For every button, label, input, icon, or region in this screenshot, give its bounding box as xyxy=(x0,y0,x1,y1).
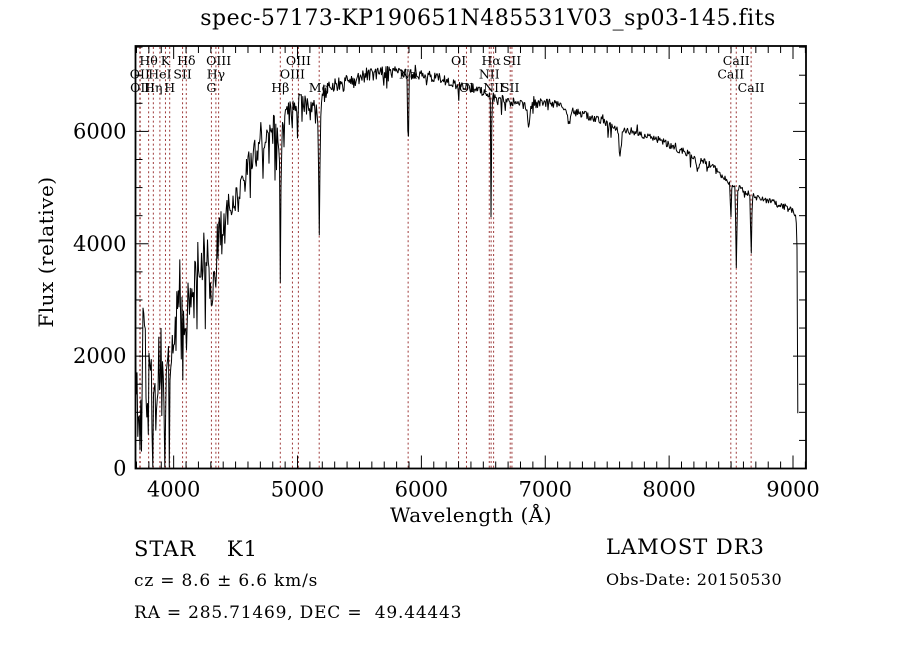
spectral-line-label: OIII xyxy=(280,67,305,82)
object-class-label: STAR K1 xyxy=(134,537,258,561)
spectral-line-label: K xyxy=(161,53,171,68)
y-axis-title: Flux (relative) xyxy=(34,176,58,328)
spectral-line-label: CaII xyxy=(723,53,750,68)
spectral-line-label: NII xyxy=(483,80,504,95)
spectral-line-label: Hβ xyxy=(271,80,289,95)
radial-velocity-label: cz = 8.6 ± 6.6 km/s xyxy=(134,571,319,591)
x-tick-label: 4000 xyxy=(147,478,200,502)
plot-title: spec-57173-KP190651N485531V03_sp03-145.f… xyxy=(200,6,776,31)
spectral-line-label: SII xyxy=(501,80,520,95)
spectral-line-label: OI xyxy=(451,53,466,68)
x-tick-label: 6000 xyxy=(395,478,448,502)
spectral-line-label: G xyxy=(206,80,216,95)
spectral-line-label: Hθ xyxy=(139,53,157,68)
coordinates-label: RA = 285.71469, DEC = 49.44443 xyxy=(134,603,463,623)
spectral-line-label: HeI xyxy=(148,67,171,82)
spectral-line-label: H xyxy=(164,80,175,95)
spectral-line-label: OIII xyxy=(206,53,231,68)
spectral-line-label: Hα xyxy=(481,53,501,68)
x-tick-label: 5000 xyxy=(271,478,324,502)
plot-frame xyxy=(134,45,807,470)
obs-date-label: Obs-Date: 20150530 xyxy=(606,570,783,589)
spectral-line-label: CaII xyxy=(717,67,744,82)
y-tick-label: 0 xyxy=(113,457,126,481)
y-tick-label: 6000 xyxy=(73,119,126,143)
spectral-line-label: SII xyxy=(173,67,192,82)
spectral-line-label: Hδ xyxy=(177,53,195,68)
spectral-line-label: OIII xyxy=(286,53,311,68)
spectral-line-label: NII xyxy=(479,67,500,82)
spectral-line-label: Hγ xyxy=(207,67,225,82)
y-tick-label: 2000 xyxy=(73,344,126,368)
spectrum-trace xyxy=(135,64,799,468)
y-tick-label: 4000 xyxy=(73,232,126,256)
spectral-line-label: SII xyxy=(503,53,522,68)
x-tick-label: 7000 xyxy=(519,478,572,502)
x-tick-label: 9000 xyxy=(766,478,819,502)
spectral-line-label: Hη xyxy=(144,80,162,95)
x-tick-label: 8000 xyxy=(642,478,695,502)
spectral-line-label: CaII xyxy=(738,80,765,95)
x-axis-title: Wavelength (Å) xyxy=(389,503,553,527)
survey-release-label: LAMOST DR3 xyxy=(606,535,765,559)
